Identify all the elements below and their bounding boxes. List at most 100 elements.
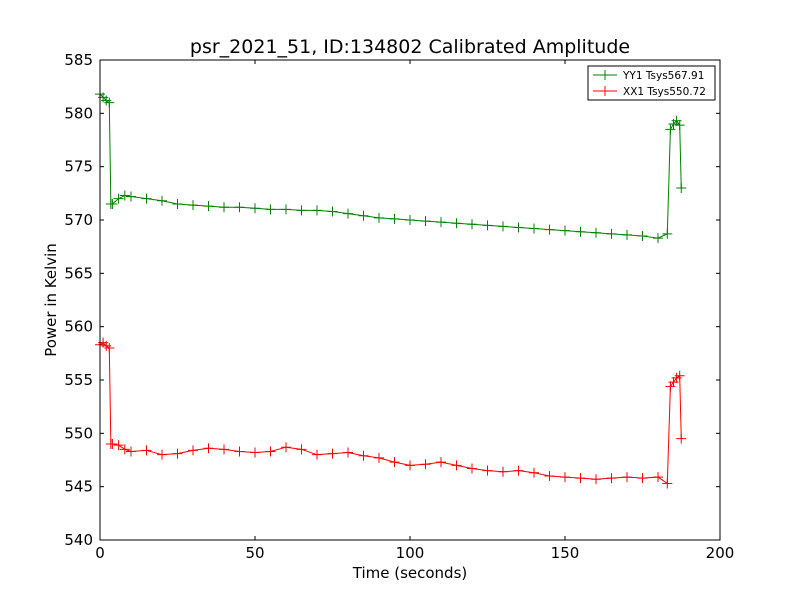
series-line	[99, 93, 682, 239]
data-point	[420, 216, 431, 227]
data-point	[219, 444, 229, 455]
series-1	[95, 89, 687, 244]
data-point	[119, 444, 130, 455]
data-point	[296, 444, 307, 455]
data-point	[405, 460, 415, 471]
data-point	[113, 440, 124, 451]
data-point	[312, 449, 322, 460]
data-point	[606, 228, 617, 239]
y-tick-label: 570	[64, 211, 93, 229]
y-axis-label: Power in Kelvin	[42, 243, 60, 357]
data-point	[637, 231, 648, 241]
data-point	[265, 204, 276, 215]
data-point	[575, 473, 586, 484]
y-tick-label: 575	[64, 158, 93, 176]
x-axis-label: Time (seconds)	[352, 564, 468, 582]
data-point	[436, 457, 446, 468]
data-point	[172, 199, 183, 209]
data-point	[653, 233, 663, 244]
data-point	[126, 446, 136, 457]
data-point	[665, 124, 676, 135]
data-point	[281, 204, 291, 215]
data-point	[389, 213, 400, 224]
data-point	[374, 452, 384, 463]
x-tick-label: 50	[245, 544, 264, 562]
data-point	[482, 465, 493, 476]
data-point	[513, 222, 524, 233]
data-point	[157, 195, 167, 206]
plot-area: 0 50 100 150 200 540 545 550 555 560 565 570 575 580 5…	[64, 51, 734, 562]
data-point	[637, 473, 648, 484]
data-point	[107, 439, 118, 449]
legend-label: YY1 Tsys567.91	[622, 70, 704, 82]
y-tick-label: 585	[64, 51, 93, 69]
data-point	[203, 201, 214, 212]
data-point	[188, 200, 198, 211]
data-point	[250, 447, 260, 458]
data-point	[172, 448, 183, 459]
legend-marker	[600, 70, 610, 80]
series-layer	[95, 89, 687, 489]
y-tick-label: 545	[64, 478, 93, 496]
data-point	[482, 220, 493, 231]
data-point	[141, 193, 152, 204]
x-tick-label: 100	[396, 544, 425, 562]
data-point	[513, 465, 524, 476]
data-point	[498, 221, 508, 232]
data-point	[281, 442, 291, 453]
data-point	[674, 370, 685, 381]
data-point	[219, 202, 229, 213]
data-point	[265, 446, 276, 457]
data-point	[662, 228, 673, 239]
data-point	[560, 225, 570, 236]
y-tick-label: 565	[64, 264, 93, 282]
data-point	[674, 120, 685, 131]
x-tick-label: 150	[551, 544, 580, 562]
data-point	[676, 433, 687, 444]
data-point	[157, 449, 167, 460]
data-point	[141, 445, 152, 456]
data-point	[498, 466, 508, 477]
data-point	[119, 190, 130, 201]
data-point	[591, 227, 601, 238]
data-point	[234, 446, 245, 457]
data-point	[451, 218, 462, 229]
series-2	[95, 337, 687, 489]
y-tick-label: 560	[64, 318, 93, 336]
data-point	[113, 193, 124, 204]
x-tick-label: 200	[706, 544, 735, 562]
data-point	[467, 463, 477, 474]
data-point	[312, 205, 322, 216]
x-tick-label: 0	[95, 544, 105, 562]
data-point	[405, 215, 415, 225]
data-point	[662, 478, 673, 489]
data-point	[250, 203, 260, 214]
y-tick-label: 540	[64, 531, 93, 549]
data-point	[653, 472, 663, 483]
y-tick-label: 555	[64, 371, 93, 389]
legend-box	[587, 65, 716, 101]
legend: YY1 Tsys567.91 XX1 Tsys550.72	[587, 65, 716, 101]
data-point	[296, 205, 307, 216]
legend-entry: YY1 Tsys567.91	[593, 70, 704, 82]
data-point	[467, 219, 477, 230]
data-point	[343, 208, 353, 219]
y-tick-label: 580	[64, 104, 93, 122]
data-point	[358, 210, 369, 221]
ticks-layer: 0 50 100 150 200 540 545 550 555 560 565 570 575 580 5…	[64, 51, 734, 562]
data-point	[544, 471, 555, 481]
data-point	[451, 460, 462, 471]
data-point	[104, 343, 115, 353]
data-point	[529, 467, 539, 478]
chart-title: psr_2021_51, ID:134802 Calibrated Amplit…	[190, 36, 630, 58]
data-point	[606, 473, 617, 484]
data-point	[203, 443, 214, 454]
data-point	[622, 472, 632, 483]
data-point	[188, 445, 198, 456]
data-point	[575, 226, 586, 237]
legend-items: YY1 Tsys567.91 XX1 Tsys550.72	[593, 70, 706, 98]
legend-label: XX1 Tsys550.72	[623, 86, 706, 98]
data-point	[327, 206, 338, 217]
data-point	[529, 223, 539, 234]
